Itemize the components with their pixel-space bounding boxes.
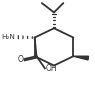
Text: H₂N: H₂N — [1, 34, 15, 40]
Text: OH: OH — [45, 64, 57, 73]
Polygon shape — [73, 56, 89, 60]
Text: O: O — [18, 55, 23, 64]
